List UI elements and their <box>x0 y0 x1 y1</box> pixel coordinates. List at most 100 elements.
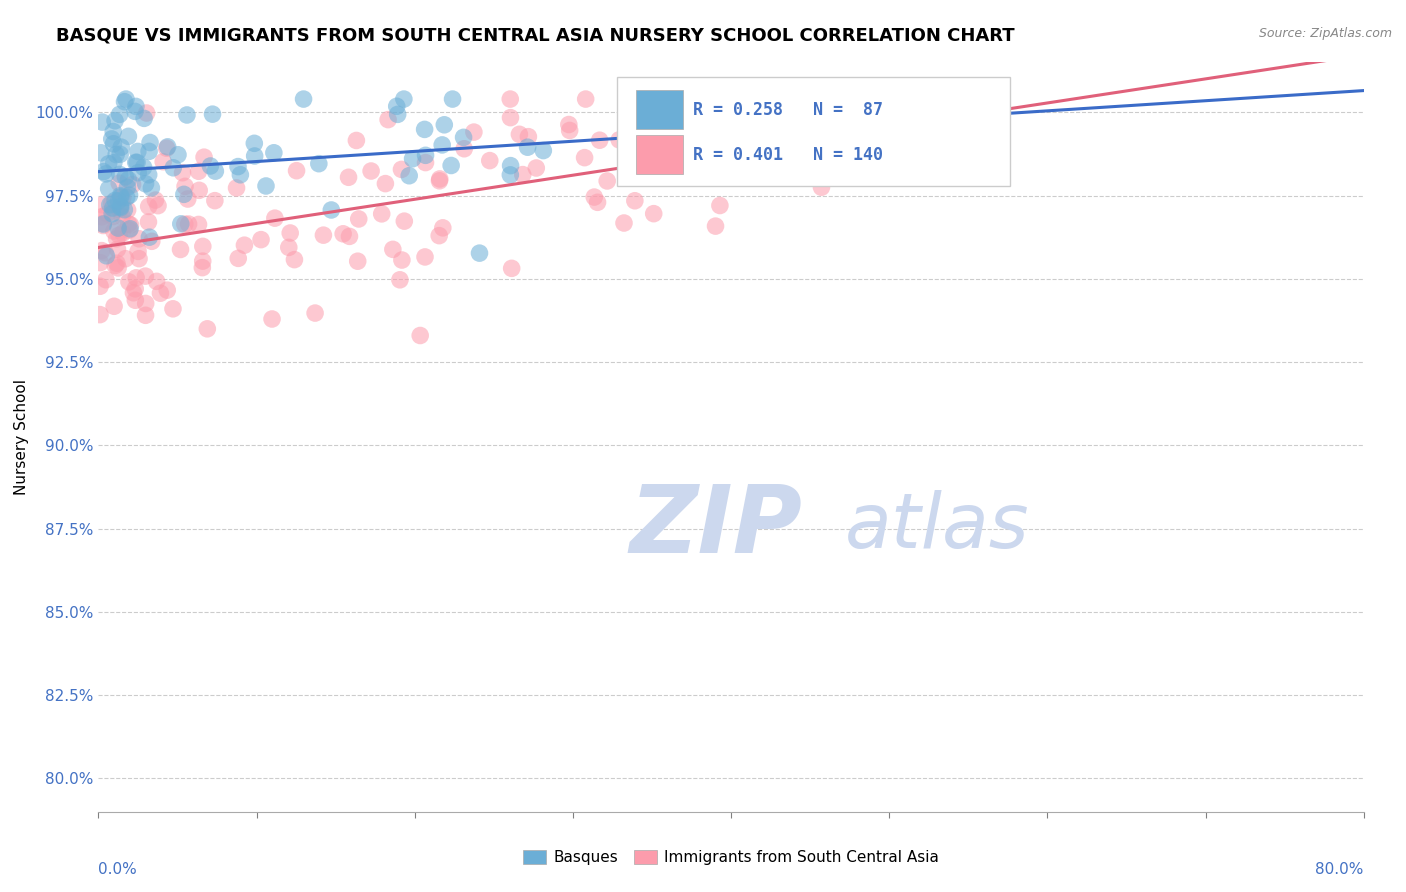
Point <box>225 181 247 195</box>
Point <box>110 199 132 213</box>
Point <box>499 92 522 106</box>
Point <box>346 254 368 268</box>
Point <box>127 155 149 169</box>
Point <box>381 243 404 257</box>
Point <box>508 128 530 142</box>
Point <box>347 211 370 226</box>
Point <box>98 198 121 212</box>
Point <box>108 176 131 190</box>
Text: 80.0%: 80.0% <box>1316 862 1364 877</box>
Point <box>370 207 392 221</box>
FancyBboxPatch shape <box>636 135 683 174</box>
Point <box>139 136 162 150</box>
Point <box>278 226 301 240</box>
Point <box>173 217 195 231</box>
Point <box>135 106 157 120</box>
Point <box>127 244 149 259</box>
Point <box>733 145 755 159</box>
Point <box>337 170 360 185</box>
Point <box>430 137 453 152</box>
Point <box>409 328 432 343</box>
Point <box>277 240 299 254</box>
Point <box>499 111 522 125</box>
Point <box>105 256 128 270</box>
Point <box>949 163 972 178</box>
Point <box>128 252 150 266</box>
Point <box>135 296 157 310</box>
Point <box>766 92 789 106</box>
Point <box>516 140 538 154</box>
Point <box>558 123 581 137</box>
Point <box>285 163 308 178</box>
Point <box>339 229 361 244</box>
Point <box>138 230 160 244</box>
Point <box>125 270 148 285</box>
Point <box>96 249 118 263</box>
Point <box>91 217 114 231</box>
Point <box>191 260 214 275</box>
Point <box>243 149 266 163</box>
Point <box>391 162 413 177</box>
Point <box>229 168 252 182</box>
Point <box>688 125 710 139</box>
Point <box>429 174 451 188</box>
Point <box>332 227 354 241</box>
Point <box>100 132 122 146</box>
Point <box>117 202 139 217</box>
Point <box>193 150 215 164</box>
Text: ZIP: ZIP <box>630 481 803 573</box>
Point <box>122 285 145 300</box>
Point <box>588 133 610 147</box>
Point <box>785 129 807 144</box>
Point <box>583 190 606 204</box>
Point <box>117 217 139 231</box>
Point <box>115 92 138 106</box>
Point <box>132 161 155 175</box>
Point <box>103 224 125 238</box>
Point <box>512 168 534 182</box>
Point <box>176 108 198 122</box>
Point <box>841 104 863 119</box>
Point <box>107 242 129 256</box>
Point <box>344 133 367 147</box>
Point <box>110 190 132 204</box>
Point <box>108 147 131 161</box>
Point <box>374 177 396 191</box>
Point <box>156 141 179 155</box>
Point <box>162 301 184 316</box>
Point <box>517 129 540 144</box>
Point <box>586 195 609 210</box>
Point <box>188 183 211 197</box>
Point <box>607 133 630 147</box>
Point <box>377 112 399 127</box>
Point <box>413 250 436 264</box>
Point <box>124 282 146 296</box>
Point <box>141 235 163 249</box>
Point <box>468 246 491 260</box>
Point <box>91 217 114 231</box>
Point <box>156 283 179 297</box>
Point <box>114 95 136 109</box>
Point <box>233 238 256 252</box>
Point <box>162 161 184 175</box>
Point <box>104 113 127 128</box>
Point <box>415 148 437 162</box>
Point <box>167 147 190 161</box>
Point <box>173 187 195 202</box>
Point <box>135 308 157 322</box>
Point <box>138 168 160 182</box>
Point <box>191 239 214 253</box>
Point <box>141 181 163 195</box>
Point <box>264 211 287 226</box>
Point <box>440 159 463 173</box>
Point <box>308 156 330 170</box>
Point <box>94 273 117 287</box>
Point <box>613 216 636 230</box>
Point <box>91 219 114 233</box>
Text: Source: ZipAtlas.com: Source: ZipAtlas.com <box>1258 27 1392 40</box>
Point <box>855 104 877 119</box>
Point <box>624 194 647 208</box>
Point <box>254 179 277 194</box>
Point <box>115 190 138 204</box>
Point <box>204 164 226 178</box>
